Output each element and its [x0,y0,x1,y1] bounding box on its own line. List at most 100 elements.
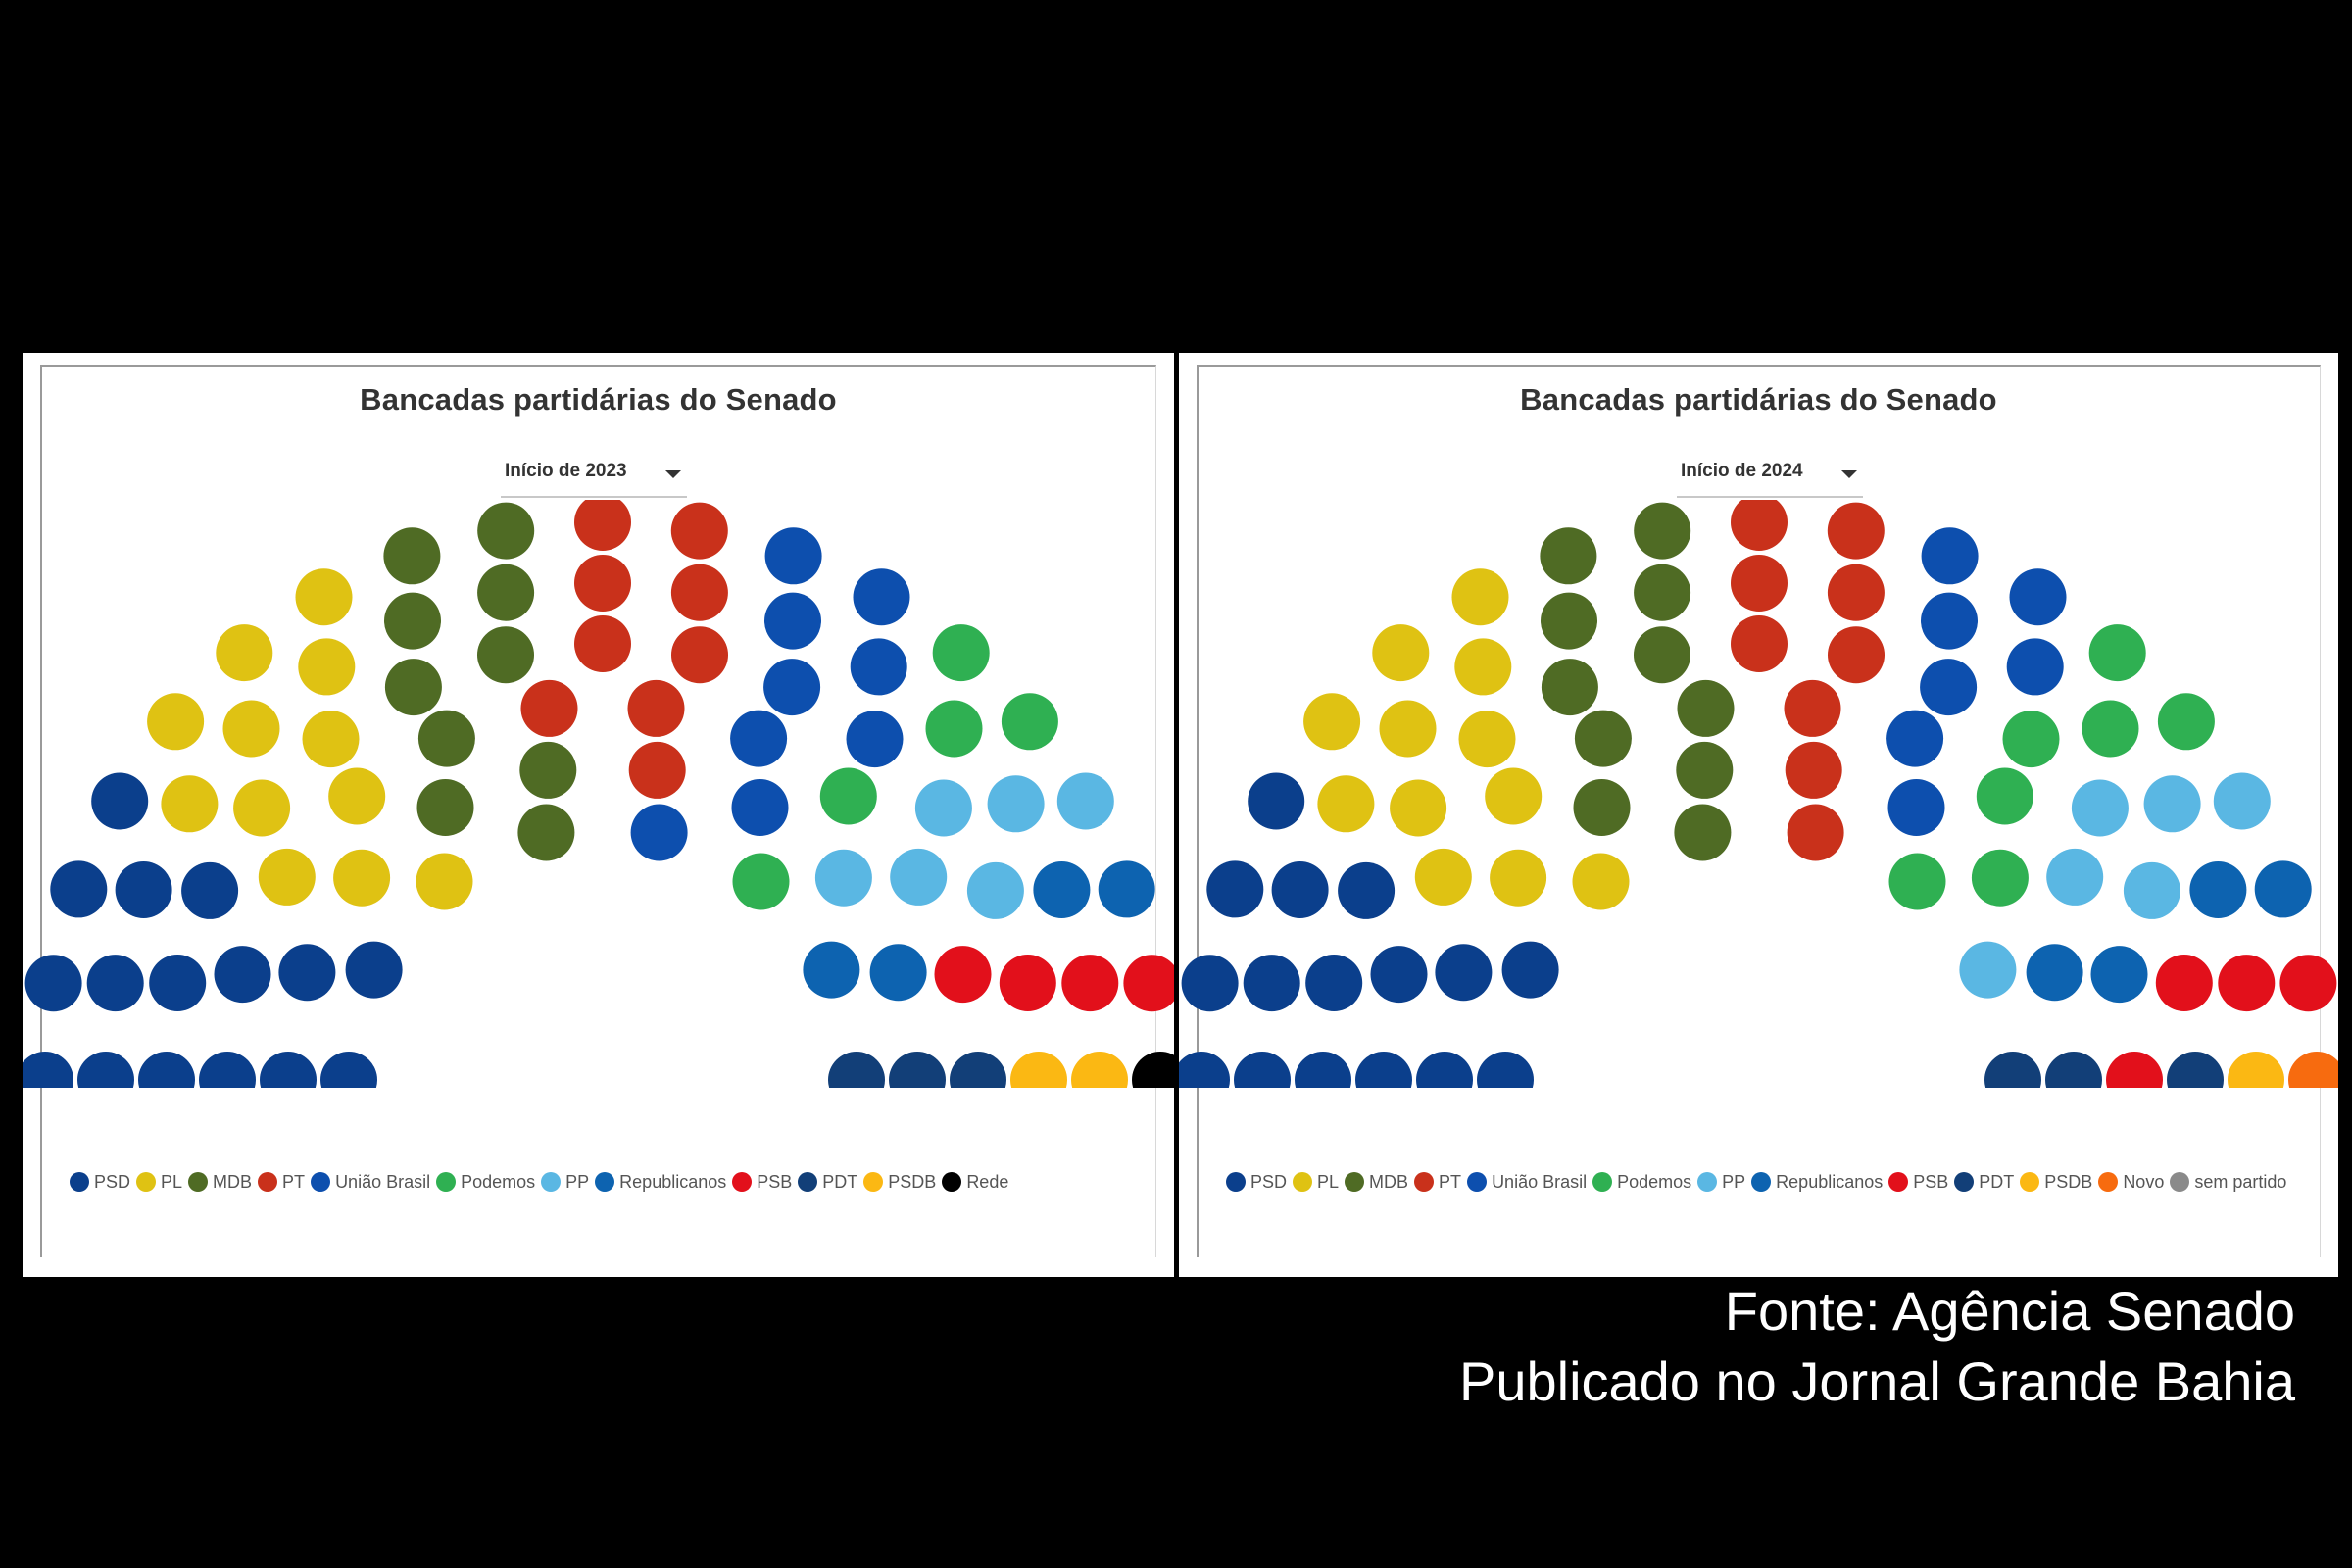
seat-mdb[interactable] [1634,564,1691,621]
seat-pt[interactable] [1828,626,1885,684]
seat-pdt[interactable] [2167,1052,2224,1088]
seat-psd[interactable] [138,1052,195,1088]
seat-pt[interactable] [1787,804,1844,861]
seat-uniao-brasil[interactable] [846,710,904,768]
seat-uniao-brasil[interactable] [1921,527,1979,585]
seat-podemos[interactable] [2002,710,2060,768]
seat-pt[interactable] [671,626,728,684]
seat-uniao-brasil[interactable] [764,527,822,585]
seat-pp[interactable] [2123,861,2180,919]
seat-mdb[interactable] [1574,710,1632,767]
seat-psd[interactable] [1206,860,1264,918]
seat-pl[interactable] [161,775,219,833]
seat-pl[interactable] [258,848,316,906]
seat-pl[interactable] [1572,853,1630,910]
seat-republicanos[interactable] [869,944,927,1002]
seat-uniao-brasil[interactable] [1886,710,1944,767]
seat-pt[interactable] [574,555,631,612]
seat-psd[interactable] [181,861,239,919]
seat-republicanos[interactable] [2026,944,2083,1002]
seat-podemos[interactable] [1888,853,1946,910]
seat-psd[interactable] [214,946,271,1004]
seat-mdb[interactable] [1674,804,1732,861]
seat-uniao-brasil[interactable] [2006,638,2064,696]
seat-psd[interactable] [115,861,172,918]
seat-pp[interactable] [2071,779,2129,837]
legend-item-psd[interactable]: PSD [70,1166,130,1198]
seat-pp[interactable] [2213,772,2271,830]
legend-item-sem-partido[interactable]: sem partido [2170,1166,2286,1198]
seat-psd[interactable] [199,1052,256,1088]
seat-psb[interactable] [1123,955,1174,1012]
legend-item-uniao-brasil[interactable]: União Brasil [1467,1166,1587,1198]
seat-republicanos[interactable] [803,941,860,999]
seat-psb[interactable] [2279,955,2337,1012]
seat-mdb[interactable] [477,502,535,560]
seat-mdb[interactable] [384,659,442,716]
seat-uniao-brasil[interactable] [2009,568,2067,626]
seat-mdb[interactable] [517,804,575,861]
seat-pl[interactable] [1451,568,1509,626]
legend-item-podemos[interactable]: Podemos [436,1166,535,1198]
seat-pl[interactable] [302,710,360,768]
seat-psd[interactable] [1338,861,1396,919]
seat-pl[interactable] [1490,849,1547,906]
seat-pp[interactable] [890,848,948,906]
legend-item-rede[interactable]: Rede [942,1166,1008,1198]
seat-uniao-brasil[interactable] [763,659,821,716]
seat-pl[interactable] [216,624,273,682]
seat-pl[interactable] [147,693,205,751]
seat-pl[interactable] [1303,693,1361,751]
legend-item-uniao-brasil[interactable]: União Brasil [311,1166,430,1198]
legend-item-podemos[interactable]: Podemos [1592,1166,1691,1198]
seat-pt[interactable] [1827,502,1885,560]
legend-item-pt[interactable]: PT [258,1166,305,1198]
seat-pl[interactable] [1390,779,1447,837]
seat-pdt[interactable] [1984,1052,2041,1088]
seat-novo[interactable] [2288,1052,2338,1088]
seat-podemos[interactable] [819,767,877,825]
seat-psdb[interactable] [1010,1052,1067,1088]
seat-podemos[interactable] [2088,624,2146,682]
seat-republicanos[interactable] [2189,861,2247,918]
seat-pt[interactable] [574,615,631,672]
seat-psd[interactable] [1355,1052,1412,1088]
legend-item-mdb[interactable]: MDB [1345,1166,1408,1198]
seat-pdt[interactable] [828,1052,885,1088]
seat-psb[interactable] [1061,955,1119,1012]
seat-psd[interactable] [1295,1052,1351,1088]
seat-mdb[interactable] [417,710,475,767]
seat-pl[interactable] [295,568,353,626]
legend-item-pt[interactable]: PT [1414,1166,1461,1198]
seat-pl[interactable] [1379,700,1437,758]
seat-psd[interactable] [1501,941,1559,999]
seat-psd[interactable] [1248,772,1305,830]
seat-psd[interactable] [278,944,336,1002]
seat-pl[interactable] [333,849,391,906]
seat-psd[interactable] [1243,955,1300,1012]
legend-item-novo[interactable]: Novo [2098,1166,2164,1198]
seat-pp[interactable] [2046,848,2104,906]
seat-psd[interactable] [345,941,403,999]
seat-pp[interactable] [966,861,1024,919]
seat-pdt[interactable] [2045,1052,2102,1088]
legend-item-psb[interactable]: PSB [1888,1166,1948,1198]
legend-item-psdb[interactable]: PSDB [863,1166,936,1198]
legend-item-pdt[interactable]: PDT [1954,1166,2014,1198]
seat-pdt[interactable] [950,1052,1006,1088]
seat-psd[interactable] [86,955,144,1012]
seat-psd[interactable] [1416,1052,1473,1088]
seat-psb[interactable] [2106,1052,2163,1088]
seat-psd[interactable] [320,1052,377,1088]
seat-mdb[interactable] [519,741,577,799]
seat-mdb[interactable] [1676,741,1734,799]
seat-podemos[interactable] [2157,693,2215,751]
seat-rede[interactable] [1132,1052,1174,1088]
seat-psd[interactable] [1234,1052,1291,1088]
seat-psd[interactable] [23,1052,74,1088]
legend-item-pdt[interactable]: PDT [798,1166,858,1198]
seat-psd[interactable] [1271,861,1329,918]
seat-pl[interactable] [328,767,386,825]
seat-uniao-brasil[interactable] [731,779,789,836]
seat-pp[interactable] [2143,775,2201,833]
